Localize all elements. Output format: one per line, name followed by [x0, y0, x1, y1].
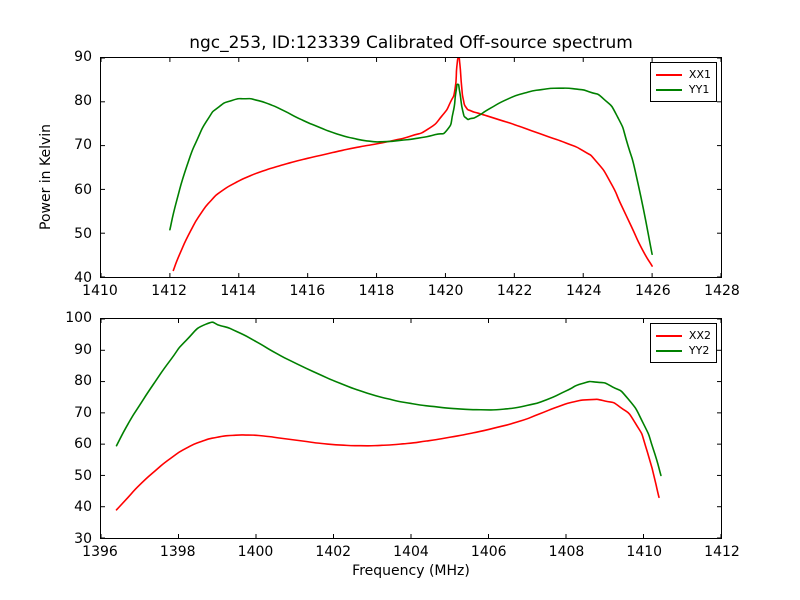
legend-swatch-xx1 [655, 73, 682, 76]
top-xtick-1416: 1416 [289, 283, 326, 299]
top-xtick-1424: 1424 [565, 283, 602, 299]
bottom-xtick-1400: 1400 [237, 544, 274, 560]
top-panel-legend: XX1 YY1 [649, 62, 717, 102]
bottom-xtick-1398: 1398 [159, 544, 196, 560]
top-ytick-50: 50 [74, 225, 92, 242]
bottom-ytick-100: 100 [65, 310, 92, 326]
legend-label-xx2: XX2 [688, 329, 711, 342]
top-ytick-80: 80 [74, 93, 92, 110]
legend-label-yy1: YY1 [688, 83, 710, 96]
bottom-ytick-70: 70 [74, 404, 92, 421]
top-xtick-1412: 1412 [151, 283, 187, 299]
bottom-xtick-1410: 1410 [626, 544, 663, 560]
top-xtick-1426: 1426 [635, 283, 671, 299]
bottom-xtick-1402: 1402 [315, 544, 352, 560]
legend-item-yy1: YY1 [655, 82, 711, 97]
top-xtick-1428: 1428 [704, 283, 740, 299]
bottom-panel-plot-area [100, 318, 722, 539]
legend-item-yy2: YY2 [655, 343, 711, 358]
bottom-xtick-1406: 1406 [470, 544, 507, 560]
legend-swatch-yy2 [655, 349, 682, 352]
series-line-yy2 [115, 321, 662, 477]
bottom-panel-legend: XX2 YY2 [649, 323, 717, 363]
top-ytick-90: 90 [74, 49, 92, 65]
legend-item-xx1: XX1 [655, 67, 711, 82]
bottom-xtick-1412: 1412 [704, 544, 740, 560]
bottom-ytick-40: 40 [74, 499, 92, 516]
bottom-ytick-30: 30 [74, 531, 92, 547]
bottom-ytick-90: 90 [74, 341, 92, 358]
top-ytick-60: 60 [74, 181, 92, 198]
top-ytick-40: 40 [74, 270, 92, 286]
top-xtick-1410: 1410 [82, 283, 118, 299]
top-xtick-1414: 1414 [220, 283, 257, 299]
bottom-xtick-1404: 1404 [393, 544, 429, 560]
legend-label-xx1: XX1 [688, 68, 711, 81]
bottom-ytick-50: 50 [74, 467, 92, 484]
bottom-ytick-60: 60 [74, 436, 92, 453]
top-xtick-1422: 1422 [496, 283, 533, 299]
top-panel-plot-area [100, 57, 722, 278]
series-line-xx2 [115, 398, 660, 511]
series-line-yy1 [169, 83, 653, 256]
legend-label-yy2: YY2 [688, 344, 710, 357]
top-ytick-70: 70 [74, 137, 92, 154]
bottom-xtick-1408: 1408 [548, 544, 585, 560]
bottom-panel-x-axis-label: Frequency (MHz) [352, 563, 470, 579]
bottom-ytick-80: 80 [74, 373, 92, 390]
top-panel-axes: XX1 YY1 [100, 57, 722, 278]
legend-item-xx2: XX2 [655, 328, 711, 343]
legend-swatch-xx2 [655, 334, 682, 337]
top-xtick-1418: 1418 [358, 283, 395, 299]
legend-swatch-yy1 [655, 88, 682, 91]
top-xtick-1420: 1420 [427, 283, 464, 299]
bottom-xtick-1396: 1396 [82, 544, 118, 560]
series-line-xx1 [172, 58, 653, 272]
bottom-panel-axes: XX2 YY2 [100, 318, 722, 539]
page-title: ngc_253, ID:123339 Calibrated Off-source… [189, 33, 633, 53]
